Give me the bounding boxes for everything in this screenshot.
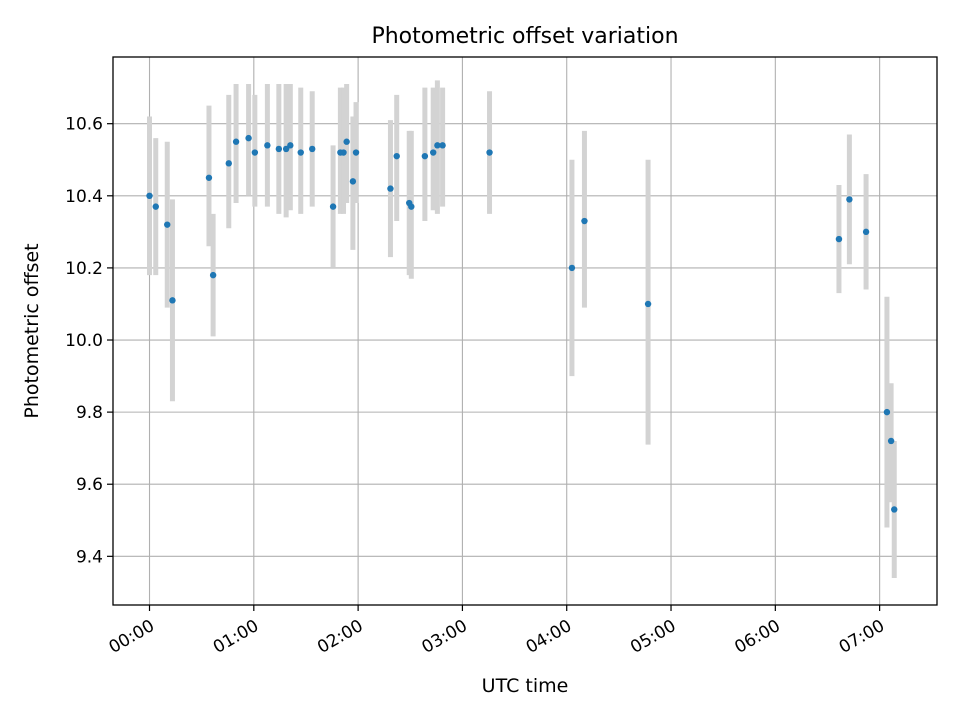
- gridlines: [113, 57, 937, 605]
- data-point-16: [329, 203, 337, 210]
- data-point-37: [883, 408, 891, 416]
- data-point-22: [387, 185, 394, 192]
- data-point-8: [245, 134, 252, 142]
- data-point-12: [282, 145, 290, 153]
- data-point-33: [644, 300, 652, 308]
- data-point-5: [209, 271, 217, 279]
- data-point-21: [352, 149, 360, 156]
- data-point-10: [264, 142, 271, 149]
- y-tick-label-0: 9.4: [76, 547, 103, 567]
- x-axis-label: UTC time: [482, 675, 569, 697]
- data-point-2: [164, 221, 171, 228]
- data-point-36: [862, 228, 870, 236]
- data-point-31: [568, 264, 576, 272]
- data-point-19: [343, 138, 350, 145]
- data-point-15: [309, 145, 316, 153]
- data-point-35: [846, 196, 853, 203]
- data-point-32: [581, 217, 588, 225]
- data-point-27: [430, 149, 437, 156]
- data-point-26: [421, 152, 429, 160]
- y-tick-label-1: 9.6: [76, 475, 103, 495]
- plot-frame: [112, 56, 938, 606]
- data-points: [146, 134, 898, 513]
- y-axis-ticks: 9.4 9.6 9.8 10.0 10.2 10.4 10.6: [65, 115, 113, 567]
- y-tick-label-3: 10.0: [65, 331, 103, 351]
- data-point-1: [152, 203, 159, 210]
- y-axis-label: Photometric offset: [21, 243, 43, 418]
- data-point-25: [408, 203, 415, 210]
- data-point-3: [169, 297, 176, 304]
- data-point-7: [232, 138, 240, 145]
- data-point-14: [297, 149, 304, 156]
- data-point-9: [251, 149, 259, 156]
- data-point-29: [439, 142, 446, 149]
- data-point-30: [486, 149, 493, 156]
- data-point-23: [393, 152, 400, 160]
- y-tick-label-6: 10.6: [65, 115, 103, 135]
- data-point-13: [287, 142, 294, 149]
- data-point-39: [891, 506, 898, 513]
- data-point-11: [275, 145, 283, 153]
- data-point-18: [340, 149, 347, 156]
- y-tick-label-2: 9.8: [76, 403, 103, 423]
- data-point-38: [887, 437, 895, 445]
- y-tick-label-4: 10.2: [65, 259, 103, 279]
- data-point-34: [835, 235, 843, 243]
- y-tick-label-5: 10.4: [65, 187, 103, 207]
- data-point-4: [205, 174, 213, 181]
- chart-title: Photometric offset variation: [371, 24, 678, 49]
- data-point-20: [349, 178, 357, 185]
- data-point-28: [434, 142, 441, 149]
- data-point-0: [146, 192, 153, 200]
- data-point-6: [225, 160, 232, 167]
